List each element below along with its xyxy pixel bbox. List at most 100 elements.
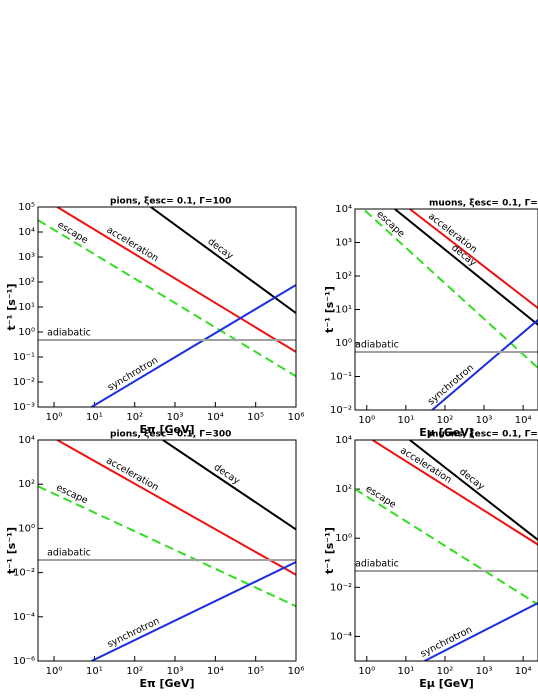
series-label: adiabatic	[47, 548, 91, 559]
series-label: escape	[54, 482, 89, 506]
x-axis-label: Eπ [GeV]	[139, 677, 194, 690]
x-tick-label: 10²	[437, 666, 454, 677]
series-label: adiabatic	[355, 559, 399, 570]
chart-title: pions, ξesc= 0.1, Γ=100	[110, 197, 231, 207]
line	[162, 440, 296, 531]
y-tick-label: 10⁻²	[13, 568, 35, 579]
line	[431, 319, 538, 410]
plot-frame	[37, 206, 297, 408]
plot-area	[355, 440, 538, 661]
x-axis-label: Eμ [GeV]	[419, 426, 474, 439]
series-label: acceleration	[104, 455, 160, 493]
x-tick-label: 10³	[476, 666, 493, 677]
x-tick-label: 10⁴	[207, 412, 224, 423]
x-tick-label: 10⁴	[207, 666, 224, 677]
line	[409, 440, 538, 541]
y-tick-label: 10¹	[18, 302, 35, 313]
plot-frame	[354, 439, 538, 662]
y-tick-label: 10⁴	[335, 204, 352, 215]
y-tick-label: 10⁻³	[13, 402, 35, 413]
y-tick-label: 10²	[18, 277, 35, 288]
x-tick-label: 10⁰	[46, 412, 63, 423]
x-tick-label: 10²	[437, 415, 454, 426]
plot-area	[355, 209, 538, 410]
series-label: synchrotron	[106, 616, 162, 651]
y-tick-label: 10⁰	[18, 523, 35, 534]
chart-title: muons, ξesc= 0.1, Γ=100	[429, 199, 538, 209]
line	[38, 485, 296, 608]
y-tick-label: 10⁻¹	[330, 372, 352, 383]
line	[409, 209, 538, 309]
chart-title: pions, ξesc= 0.1, Γ=300	[110, 430, 231, 440]
y-tick-label: 10⁻⁴	[13, 612, 35, 623]
x-tick-label: 10⁰	[46, 666, 63, 677]
series-label: acceleration	[398, 445, 453, 486]
panel: muons, ξesc= 0.1, Γ=100 Eμ [GeV] t⁻¹ [s⁻¹]…	[323, 199, 538, 439]
line	[91, 561, 296, 661]
y-tick-label: 10²	[18, 479, 35, 490]
series-label: synchrotron	[426, 362, 476, 407]
series-label: adiabatic	[47, 327, 91, 338]
line	[56, 440, 296, 576]
y-tick-label: 10⁻¹	[13, 352, 35, 363]
y-axis-label: t⁻¹ [s⁻¹]	[323, 286, 336, 333]
line	[56, 207, 296, 353]
x-tick-label: 10⁶	[288, 666, 305, 677]
y-tick-label: 10²	[335, 484, 352, 495]
x-tick-label: 10¹	[397, 415, 414, 426]
x-tick-label: 10¹	[86, 666, 103, 677]
x-tick-label: 10²	[126, 412, 143, 423]
panel: pions, ξesc= 0.1, Γ=100 Eπ [GeV] t⁻¹ [s⁻¹]…	[5, 197, 304, 437]
line	[371, 440, 538, 546]
series-label: synchrotron	[106, 355, 160, 393]
x-tick-label: 10¹	[86, 412, 103, 423]
series-label: synchrotron	[419, 624, 474, 660]
y-tick-label: 10²	[335, 271, 352, 282]
plot-frame	[354, 208, 538, 411]
line	[394, 209, 538, 326]
y-tick-label: 10⁻⁶	[13, 656, 35, 667]
y-axis-label: t⁻¹ [s⁻¹]	[5, 527, 18, 574]
x-tick-label: 10²	[126, 666, 143, 677]
plot-frame	[37, 439, 297, 662]
panel: pions, ξesc= 0.1, Γ=300 Eπ [GeV] t⁻¹ [s⁻¹]…	[5, 430, 304, 691]
y-tick-label: 10⁻²	[330, 405, 352, 416]
y-tick-label: 10⁻²	[330, 582, 352, 593]
x-tick-label: 10⁰	[358, 666, 375, 677]
y-tick-label: 10⁴	[335, 435, 352, 446]
y-tick-label: 10⁰	[335, 338, 352, 349]
x-axis-label: Eμ [GeV]	[419, 677, 474, 690]
y-axis-label: t⁻¹ [s⁻¹]	[5, 284, 18, 331]
y-tick-label: 10⁻⁴	[330, 631, 352, 642]
x-tick-label: 10⁴	[515, 415, 532, 426]
x-tick-label: 10⁰	[358, 415, 375, 426]
line	[150, 207, 296, 314]
panel: muons, ξesc= 0.1, Γ=300 Eμ [GeV] t⁻¹ [s⁻¹]…	[323, 430, 538, 690]
x-tick-label: 10⁵	[247, 412, 264, 423]
plot-area	[38, 207, 296, 407]
line	[91, 284, 296, 407]
x-tick-label: 10³	[167, 412, 184, 423]
y-tick-label: 10⁴	[18, 435, 35, 446]
y-tick-label: 10⁰	[335, 533, 352, 544]
y-tick-label: 10³	[335, 238, 352, 249]
x-tick-label: 10³	[167, 666, 184, 677]
series-label: adiabatic	[355, 339, 399, 350]
chart-title: muons, ξesc= 0.1, Γ=300	[429, 430, 538, 440]
y-axis-label: t⁻¹ [s⁻¹]	[323, 527, 336, 574]
x-axis-label: Eπ [GeV]	[139, 423, 194, 436]
y-tick-label: 10⁴	[18, 227, 35, 238]
x-tick-label: 10⁶	[288, 412, 305, 423]
x-tick-label: 10⁵	[247, 666, 264, 677]
x-tick-label: 10¹	[397, 666, 414, 677]
line	[355, 488, 538, 606]
series-label: acceleration	[105, 225, 161, 265]
y-tick-label: 10³	[18, 252, 35, 263]
y-tick-label: 10⁻²	[13, 377, 35, 388]
line	[364, 209, 538, 369]
line	[424, 602, 538, 661]
y-tick-label: 10⁰	[18, 327, 35, 338]
y-tick-label: 10¹	[335, 305, 352, 316]
